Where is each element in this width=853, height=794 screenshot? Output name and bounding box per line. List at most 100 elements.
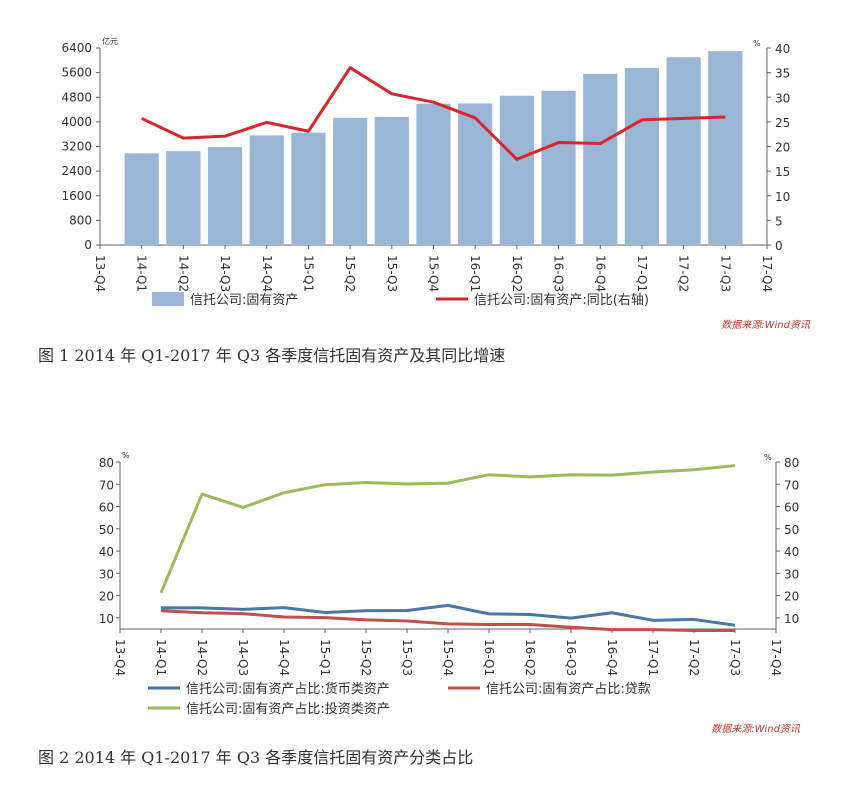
left-tick-label: 3200 (61, 140, 92, 154)
left-tick-label: 800 (69, 213, 92, 227)
x-tick-label: 14-Q3 (236, 639, 250, 676)
left-tick-label: 30 (99, 567, 114, 581)
chart-1-caption: 图 1 2014 年 Q1-2017 年 Q3 各季度信托固有资产及其同比增速 (38, 346, 506, 365)
x-tick-label: 15-Q3 (385, 255, 399, 292)
x-tick-label: 15-Q2 (359, 639, 373, 676)
bar (291, 132, 326, 245)
legend-label-1: 信托公司:固有资产占比:贷款 (486, 682, 651, 697)
x-tick-label: 15-Q3 (400, 639, 414, 676)
left-unit-label: % (122, 451, 130, 460)
legend-bar-label: 信托公司:固有资产 (190, 293, 298, 308)
bar (124, 153, 159, 245)
bar (416, 103, 451, 245)
left-tick-label: 4800 (61, 90, 92, 104)
bar (708, 51, 743, 245)
x-tick-label: 15-Q1 (318, 639, 332, 676)
series-line-1 (160, 609, 735, 633)
x-tick-label: 14-Q1 (154, 639, 168, 676)
left-tick-label: 20 (99, 590, 114, 604)
x-tick-label: 15-Q2 (343, 255, 357, 292)
x-tick-label: 17-Q3 (718, 255, 732, 292)
right-unit-label: % (764, 453, 772, 462)
right-tick-label: 20 (775, 141, 790, 155)
x-tick-label: 13-Q4 (113, 639, 127, 676)
x-tick-label: 16-Q3 (564, 639, 578, 676)
left-unit-label: 亿元 (102, 36, 118, 46)
x-tick-label: 14-Q1 (135, 255, 149, 292)
right-tick-label: 80 (784, 456, 799, 470)
x-tick-label: 16-Q2 (510, 255, 524, 292)
x-tick-label: 16-Q1 (468, 255, 482, 292)
left-tick-label: 2400 (61, 164, 92, 178)
x-tick-label: 17-Q3 (728, 639, 742, 676)
x-tick-label: 14-Q2 (176, 255, 190, 292)
yoy-growth-line (141, 66, 726, 161)
left-tick-label: 60 (99, 501, 114, 515)
right-tick-label: 20 (784, 590, 799, 604)
x-tick-label: 17-Q2 (687, 639, 701, 676)
source-label: 数据来源:Wind资讯 (711, 723, 801, 735)
bar (541, 90, 576, 245)
chart-2: 10 20 30 40 50 60 70 80 10 20 30 40 50 60 70 80% % 13-Q4 1… (99, 451, 801, 735)
series-line-0 (161, 603, 736, 627)
left-tick-label: 10 (99, 612, 114, 626)
x-tick-label: 15-Q1 (301, 255, 315, 292)
x-tick-label: 15-Q4 (427, 255, 441, 292)
x-tick-label: 14-Q4 (260, 255, 274, 292)
left-tick-label: 80 (99, 456, 114, 470)
right-unit-label: % (753, 39, 761, 48)
legend-label-2: 信托公司:固有资产占比:投资类资产 (186, 701, 390, 717)
x-tick-label: 15-Q4 (441, 639, 455, 676)
bar (207, 147, 243, 245)
x-tick-label: 16-Q4 (605, 639, 619, 676)
right-tick-label: 35 (775, 67, 790, 81)
x-tick-label: 16-Q3 (552, 255, 566, 292)
right-tick-label: 50 (784, 523, 799, 537)
right-tick-label: 40 (784, 545, 799, 559)
bar (666, 57, 701, 245)
right-tick-label: 25 (775, 116, 790, 130)
left-tick-label: 6400 (61, 41, 92, 55)
left-tick-label: 4000 (61, 115, 92, 129)
right-tick-label: 15 (775, 165, 790, 179)
x-tick-label: 14-Q4 (277, 639, 291, 676)
legend-label-0: 信托公司:固有资产占比:货币类资产 (186, 681, 390, 697)
bar (374, 116, 409, 245)
right-tick-label: 60 (784, 501, 799, 515)
left-tick-label: 50 (99, 523, 114, 537)
bar (624, 68, 660, 245)
x-tick-label: 17-Q1 (646, 639, 660, 676)
x-tick-label: 16-Q1 (482, 639, 496, 676)
bar (583, 73, 618, 245)
left-tick-label: 0 (84, 238, 92, 252)
x-tick-label: 16-Q2 (523, 639, 537, 676)
x-tick-label: 14-Q3 (218, 255, 232, 292)
right-tick-label: 0 (775, 239, 783, 253)
right-tick-label: 30 (775, 91, 790, 105)
bar (333, 117, 368, 245)
right-tick-label: 10 (784, 612, 799, 626)
x-tick-label: 17-Q4 (760, 255, 774, 292)
x-tick-label: 17-Q2 (677, 255, 691, 292)
x-tick-label: 17-Q4 (769, 639, 783, 676)
right-tick-label: 30 (784, 567, 799, 581)
x-tick-label: 16-Q4 (593, 255, 607, 292)
bar (166, 151, 201, 245)
right-tick-label: 5 (775, 214, 783, 228)
chart-2-caption: 图 2 2014 年 Q1-2017 年 Q3 各季度信托固有资产分类占比 (38, 748, 474, 767)
right-tick-label: 70 (784, 478, 799, 492)
series-line-2 (159, 464, 736, 594)
x-tick-label: 14-Q2 (195, 639, 209, 676)
bar (458, 103, 493, 245)
left-tick-label: 5600 (61, 66, 92, 80)
x-tick-label: 13-Q4 (93, 255, 107, 292)
left-tick-label: 1600 (61, 189, 92, 203)
x-tick-label: 17-Q1 (635, 255, 649, 292)
bar (499, 95, 534, 245)
legend-bar-swatch (152, 292, 184, 306)
source-label: 数据来源:Wind资讯 (721, 319, 811, 331)
left-tick-label: 40 (99, 545, 114, 559)
chart-1: 0 800 1600 2400 3200 4000 4800 5600 6400 0 5 10 15 20… (61, 36, 811, 331)
right-tick-label: 40 (775, 42, 790, 56)
left-tick-label: 70 (99, 478, 114, 492)
